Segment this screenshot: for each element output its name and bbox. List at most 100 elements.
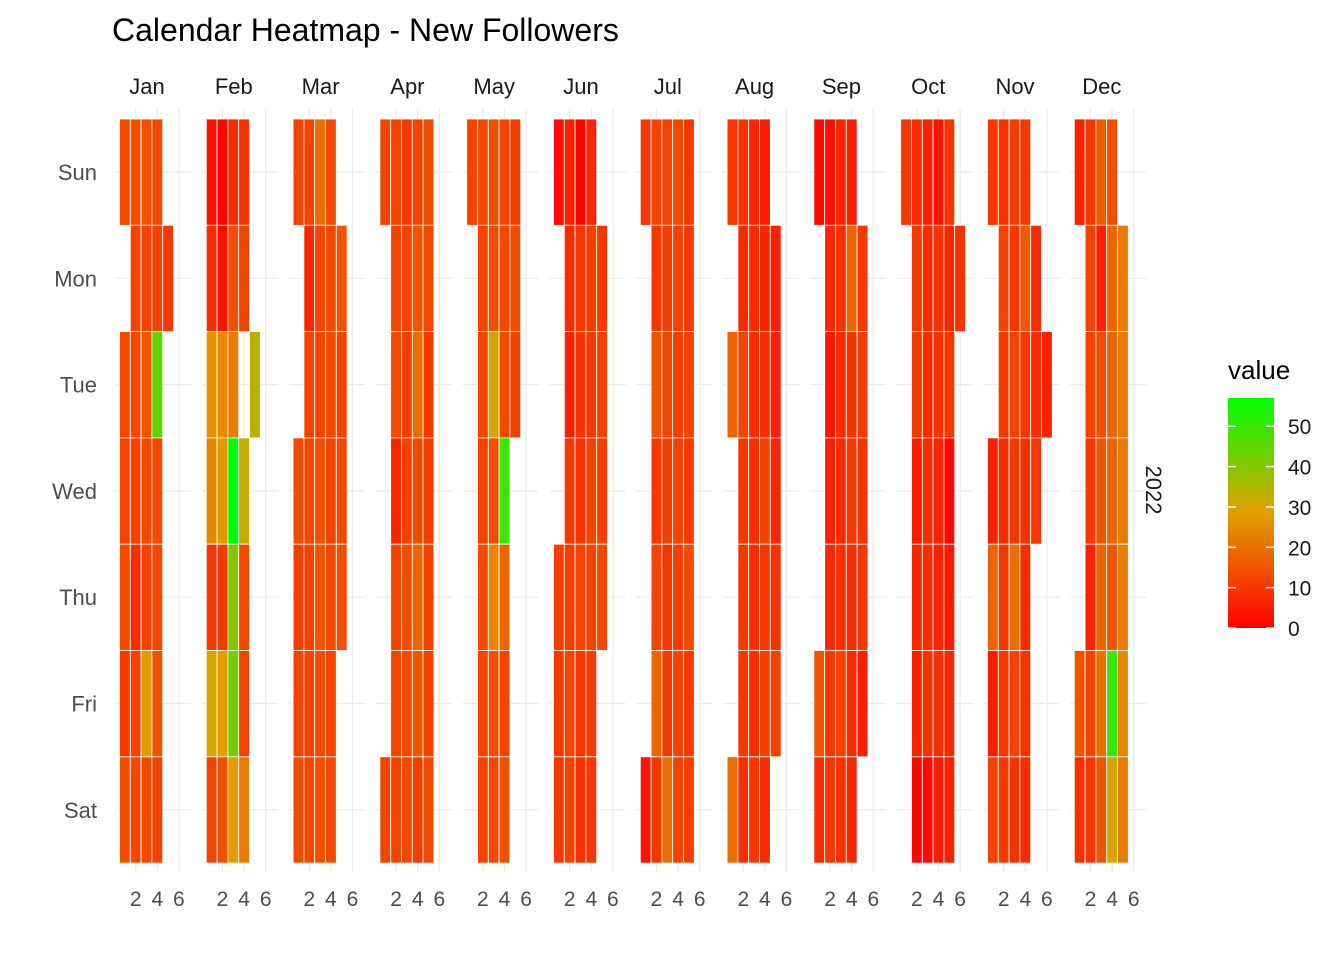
heatmap-cell	[1106, 331, 1118, 439]
heatmap-cell	[216, 118, 229, 226]
heatmap-cell	[119, 543, 131, 651]
heatmap-cell	[1008, 224, 1021, 333]
heatmap-cell	[303, 224, 316, 333]
heatmap-cell	[1095, 437, 1108, 545]
heatmap-cell	[943, 543, 956, 651]
heatmap-cell	[325, 224, 337, 333]
heatmap-cell	[737, 543, 750, 651]
heatmap-cell	[227, 756, 240, 864]
heatmap-cell	[639, 756, 652, 864]
heatmap-cell	[835, 224, 847, 333]
heatmap-cell	[835, 437, 847, 545]
heatmap-cell	[769, 543, 782, 651]
heatmap-cell	[748, 650, 760, 758]
heatmap-cell	[921, 756, 934, 864]
weekday-label: Tue	[60, 373, 97, 398]
heatmap-cell	[585, 331, 598, 439]
heatmap-cell	[987, 650, 999, 758]
legend-colorbar	[1228, 398, 1274, 628]
heatmap-cell	[911, 650, 923, 758]
heatmap-cell	[1008, 437, 1021, 545]
heatmap-cell	[151, 650, 164, 758]
heatmap-cell	[205, 650, 218, 758]
heatmap-cell	[845, 437, 858, 545]
heatmap-cell	[574, 650, 587, 758]
heatmap-cell	[390, 543, 402, 651]
heatmap-cell	[238, 543, 250, 651]
month-label: Aug	[735, 74, 774, 99]
x-tick-label: 2	[1085, 888, 1097, 911]
heatmap-cell	[672, 543, 684, 651]
heatmap-cell	[835, 650, 847, 758]
heatmap-cell	[759, 543, 771, 651]
heatmap-cell	[943, 118, 956, 226]
heatmap-cell	[997, 543, 1010, 651]
heatmap-cell	[314, 650, 326, 758]
x-tick-label: 2	[390, 888, 402, 911]
x-tick-label: 6	[1041, 888, 1053, 911]
heatmap-cell	[563, 650, 576, 758]
heatmap-cell	[1095, 650, 1108, 758]
heatmap-cell	[509, 118, 522, 226]
heatmap-cell	[672, 118, 684, 226]
heatmap-cell	[314, 543, 326, 651]
year-strip-label: 2022	[1141, 466, 1166, 515]
heatmap-cell	[672, 756, 684, 864]
heatmap-cell	[553, 650, 565, 758]
heatmap-cell	[227, 118, 240, 226]
heatmap-cell	[216, 543, 229, 651]
heatmap-cell	[151, 331, 164, 439]
heatmap-cell	[585, 650, 598, 758]
x-tick-label: 2	[477, 888, 489, 911]
heatmap-cell	[1084, 224, 1097, 333]
heatmap-cell	[650, 331, 663, 439]
heatmap-cell	[1095, 331, 1108, 439]
heatmap-cell	[911, 331, 923, 439]
heatmap-cell	[325, 437, 337, 545]
heatmap-cell	[1073, 756, 1086, 864]
heatmap-cell	[335, 437, 348, 545]
heatmap-cell	[227, 650, 240, 758]
heatmap-cell	[650, 437, 663, 545]
heatmap-cell	[1084, 650, 1097, 758]
heatmap-cell	[498, 650, 511, 758]
heatmap-cell	[563, 437, 576, 545]
x-tick-label: 4	[846, 888, 858, 911]
heatmap-cell	[151, 224, 164, 333]
heatmap-cell	[563, 118, 576, 226]
heatmap-cell	[921, 437, 934, 545]
x-tick-label: 2	[564, 888, 576, 911]
month-label: Dec	[1082, 74, 1121, 99]
heatmap-cell	[477, 437, 489, 545]
heatmap-cell	[748, 118, 760, 226]
heatmap-cell	[1008, 756, 1021, 864]
heatmap-cell	[1008, 118, 1021, 226]
heatmap-cell	[509, 331, 522, 439]
legend-tick-label: 10	[1288, 578, 1311, 601]
legend-tick-label: 20	[1288, 537, 1311, 560]
heatmap-cell	[205, 224, 218, 333]
heatmap-cell	[129, 331, 142, 439]
x-tick-label: 6	[954, 888, 966, 911]
heatmap-cell	[596, 224, 608, 333]
heatmap-cell	[563, 331, 576, 439]
heatmap-cell	[574, 756, 587, 864]
x-tick-label: 6	[173, 888, 185, 911]
heatmap-cell	[845, 543, 858, 651]
x-tick-label: 4	[759, 888, 771, 911]
heatmap-cells	[119, 118, 1129, 864]
month-label: Mar	[302, 74, 340, 99]
heatmap-cell	[151, 437, 164, 545]
heatmap-cell	[737, 224, 750, 333]
heatmap-cell	[303, 650, 316, 758]
heatmap-cell	[683, 118, 695, 226]
heatmap-cell	[1117, 331, 1129, 439]
heatmap-cell	[238, 118, 250, 226]
heatmap-cell	[401, 650, 413, 758]
x-tick-label: 6	[781, 888, 793, 911]
month-label: Jul	[654, 74, 682, 99]
heatmap-cell	[1095, 118, 1108, 226]
heatmap-cell	[422, 437, 435, 545]
heatmap-cell	[216, 756, 229, 864]
